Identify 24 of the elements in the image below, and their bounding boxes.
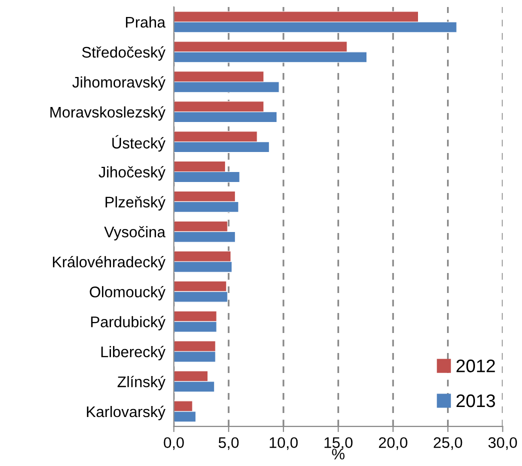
y-tick-label: Vysočina xyxy=(104,226,166,240)
x-tick-label: 20,0 xyxy=(378,437,408,450)
y-tick-label: Plzeňský xyxy=(106,196,166,211)
x-tick-label: 30,0 xyxy=(488,437,517,450)
y-tick-label: Liberecký xyxy=(101,346,166,360)
y-tick-label: Ústecký xyxy=(112,135,166,152)
y-tick-label: Praha xyxy=(126,16,166,28)
x-tick-label: 5,0 xyxy=(218,437,239,450)
y-tick-label: Královéhradecký xyxy=(52,256,166,270)
y-tick-label: Středočeský xyxy=(82,46,166,61)
x-tick-label: 0,0 xyxy=(164,437,184,450)
y-tick-label: Jihomoravský xyxy=(72,76,166,91)
legend-label: 2013 xyxy=(456,394,495,408)
y-tick-label: Zlínský xyxy=(118,376,166,390)
y-tick-label: Jihočeský xyxy=(98,166,166,181)
legend-label: 2012 xyxy=(456,360,495,372)
y-tick-label: Olomoucký xyxy=(90,286,166,300)
y-tick-label: Karlovarský xyxy=(86,406,166,420)
x-tick-label: 25,0 xyxy=(434,437,462,450)
y-tick-label: Moravskoslezský xyxy=(50,106,166,121)
y-tick-label: Pardubický xyxy=(91,316,166,330)
x-axis-title: % xyxy=(332,448,345,460)
x-tick-label: 10,0 xyxy=(270,437,298,450)
x-tick-label: 15,0 xyxy=(324,437,353,450)
